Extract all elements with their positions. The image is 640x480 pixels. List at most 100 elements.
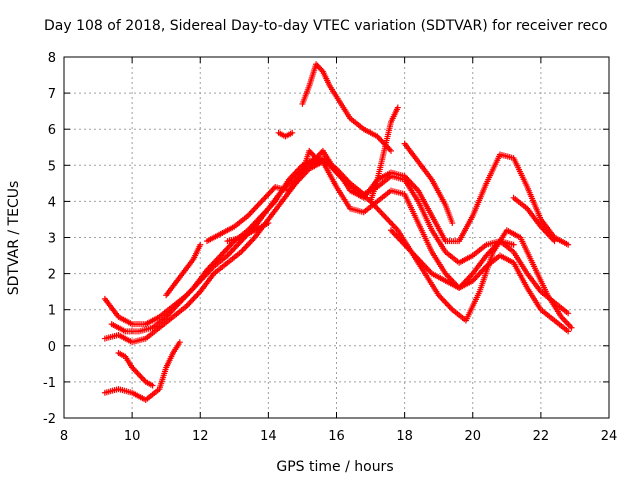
data-point	[255, 201, 262, 208]
data-point	[138, 374, 145, 381]
data-point	[551, 238, 558, 245]
data-point	[186, 289, 193, 296]
data-point	[392, 224, 399, 231]
series-track-10	[401, 140, 456, 227]
x-tick-label: 20	[464, 429, 481, 444]
y-tick-label: 4	[48, 195, 56, 210]
data-point	[224, 245, 231, 252]
series-track-14	[163, 241, 204, 299]
x-tick-label: 22	[533, 429, 550, 444]
data-point	[262, 194, 269, 201]
y-tick-label: 0	[48, 340, 56, 355]
series-track-13	[224, 220, 272, 245]
data-point	[568, 324, 575, 331]
data-point	[135, 371, 142, 378]
data-point	[379, 211, 386, 218]
data-point	[445, 273, 452, 280]
data-point	[134, 370, 141, 377]
y-tick-label: 2	[48, 268, 56, 283]
data-point	[438, 295, 445, 302]
data-point	[228, 248, 235, 255]
data-point	[221, 248, 228, 255]
x-axis-label: GPS time / hours	[276, 459, 393, 475]
data-point	[247, 209, 254, 216]
data-point	[375, 207, 382, 214]
data-point	[289, 129, 296, 136]
data-point	[259, 196, 266, 203]
x-tick-label: 12	[192, 429, 209, 444]
data-point	[227, 242, 234, 249]
data-point	[131, 367, 138, 374]
data-point	[377, 136, 384, 143]
data-point	[565, 310, 572, 317]
data-point	[186, 300, 193, 307]
grid-lines	[64, 57, 609, 418]
series-track-7	[299, 61, 394, 154]
data-point	[265, 191, 272, 198]
data-point	[389, 228, 396, 235]
data-point	[486, 249, 493, 256]
series-track-8	[275, 129, 296, 140]
y-tick-label: 1	[48, 304, 56, 319]
data-point	[443, 300, 450, 307]
x-tick-label: 16	[328, 429, 345, 444]
y-tick-label: -2	[43, 412, 56, 427]
data-point	[385, 217, 392, 224]
data-point	[315, 64, 322, 71]
data-point	[382, 214, 389, 221]
x-tick-label: 8	[60, 429, 68, 444]
y-tick-label: 8	[48, 51, 56, 66]
data-point	[270, 185, 277, 192]
data-point	[388, 147, 394, 154]
data-point	[378, 209, 385, 216]
data-point	[231, 245, 238, 252]
data-point	[374, 205, 381, 212]
y-tick-label: -1	[43, 376, 56, 391]
data-point	[388, 227, 394, 234]
x-tick-label: 24	[601, 429, 618, 444]
data-point	[244, 241, 251, 248]
data-point	[449, 220, 456, 227]
data-point	[317, 150, 324, 157]
data-point	[264, 192, 271, 199]
data-point	[250, 207, 257, 214]
data-point	[446, 303, 453, 310]
data-point	[190, 295, 197, 302]
data-point	[247, 238, 254, 245]
data-point	[479, 267, 486, 274]
data-point	[253, 204, 260, 211]
data-point	[442, 299, 449, 306]
data-point	[225, 243, 232, 250]
y-tick-label: 7	[48, 87, 56, 102]
data-point	[193, 292, 200, 299]
data-point	[187, 287, 194, 294]
data-point	[565, 241, 572, 248]
x-tick-label: 18	[396, 429, 413, 444]
data-point	[467, 273, 474, 280]
data-point	[140, 376, 147, 383]
data-point	[447, 305, 454, 312]
data-point	[254, 202, 261, 209]
series-track-11	[388, 227, 517, 292]
data-point	[242, 244, 249, 251]
data-point	[194, 291, 201, 298]
data-point	[473, 273, 480, 280]
data-point	[249, 208, 256, 215]
data-point	[258, 198, 265, 205]
y-axis-label: SDTVAR / TECUs	[6, 181, 22, 296]
data-point	[149, 382, 156, 389]
y-tick-label: 5	[48, 159, 56, 174]
data-point	[246, 211, 253, 218]
data-point	[308, 150, 315, 157]
data-point	[191, 294, 198, 301]
data-point	[137, 373, 144, 380]
data-point	[412, 184, 419, 191]
data-point	[246, 240, 253, 247]
data-point	[229, 246, 236, 253]
data-point	[261, 195, 268, 202]
data-point	[441, 298, 448, 305]
data-point	[189, 297, 196, 304]
series-track-6	[115, 350, 156, 389]
